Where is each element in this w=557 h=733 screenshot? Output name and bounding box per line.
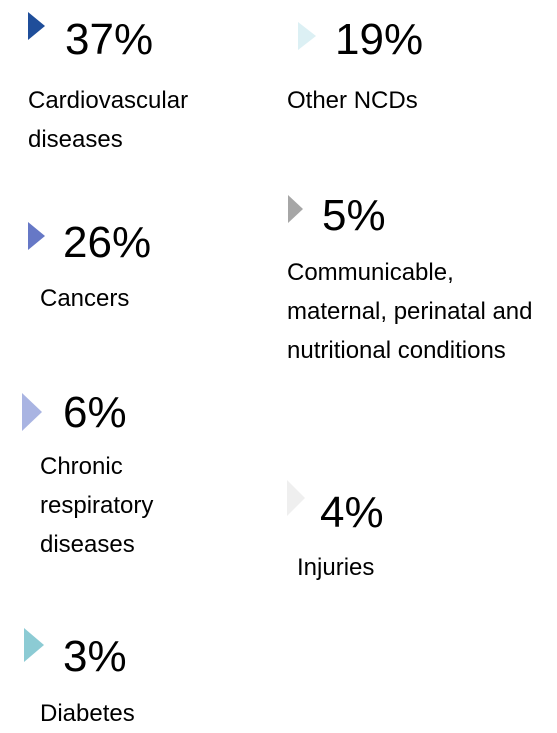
label: Diabetes — [40, 699, 135, 727]
marker-icon — [24, 628, 44, 662]
percent: 3% — [63, 632, 127, 681]
marker-icon — [298, 22, 316, 50]
marker — [298, 22, 316, 50]
label: Communicable, maternal, perinatal and nu… — [287, 258, 533, 364]
marker — [288, 195, 303, 223]
marker — [24, 628, 44, 662]
marker — [22, 393, 42, 431]
marker — [28, 222, 45, 250]
percent: 19% — [335, 15, 424, 64]
label: Cardiovascular diseases — [28, 86, 189, 153]
percent: 26% — [63, 218, 152, 267]
marker — [287, 480, 305, 516]
label: Other NCDs — [287, 86, 418, 114]
label: Cancers — [40, 284, 130, 312]
percent: 6% — [63, 388, 127, 437]
marker-icon — [287, 480, 305, 516]
label: Chronic respiratory diseases — [40, 452, 154, 558]
marker-icon — [28, 222, 45, 250]
percent: 4% — [320, 488, 384, 537]
marker-icon — [22, 393, 42, 431]
marker-icon — [28, 12, 45, 40]
marker-icon — [288, 195, 303, 223]
label: Injuries — [297, 553, 375, 581]
percent: 37% — [65, 15, 154, 64]
percent: 5% — [322, 191, 386, 240]
marker — [28, 12, 45, 40]
